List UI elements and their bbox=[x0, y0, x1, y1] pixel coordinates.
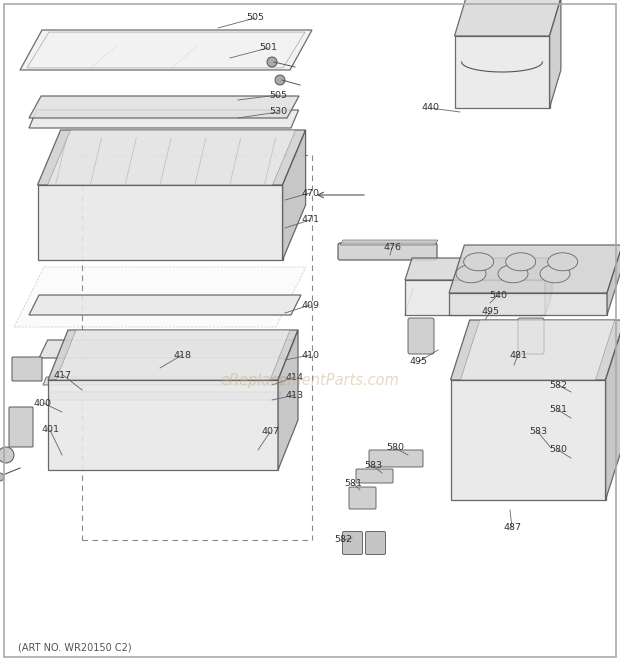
Polygon shape bbox=[454, 36, 549, 108]
Polygon shape bbox=[545, 258, 552, 315]
Polygon shape bbox=[607, 245, 620, 315]
Text: 583: 583 bbox=[529, 428, 547, 436]
FancyBboxPatch shape bbox=[342, 531, 363, 555]
Text: 582: 582 bbox=[334, 535, 352, 545]
Text: 471: 471 bbox=[301, 215, 319, 225]
Polygon shape bbox=[549, 0, 561, 108]
Text: 407: 407 bbox=[261, 428, 279, 436]
Circle shape bbox=[267, 57, 277, 67]
Polygon shape bbox=[39, 340, 296, 358]
FancyBboxPatch shape bbox=[338, 243, 437, 260]
Text: 476: 476 bbox=[383, 243, 401, 253]
FancyBboxPatch shape bbox=[408, 318, 434, 354]
Text: eReplacementParts.com: eReplacementParts.com bbox=[221, 373, 399, 387]
Text: 414: 414 bbox=[286, 373, 304, 381]
FancyBboxPatch shape bbox=[349, 487, 376, 509]
Ellipse shape bbox=[456, 265, 486, 283]
Polygon shape bbox=[606, 320, 620, 500]
Text: 418: 418 bbox=[173, 350, 191, 360]
Polygon shape bbox=[451, 380, 606, 500]
Text: 540: 540 bbox=[489, 290, 507, 299]
Text: 487: 487 bbox=[503, 524, 521, 533]
FancyBboxPatch shape bbox=[518, 318, 544, 354]
Ellipse shape bbox=[547, 253, 578, 271]
Text: 409: 409 bbox=[301, 301, 319, 309]
Ellipse shape bbox=[506, 253, 536, 271]
Text: 505: 505 bbox=[246, 13, 264, 22]
Text: 530: 530 bbox=[269, 108, 287, 116]
Text: 501: 501 bbox=[259, 44, 277, 52]
Text: 582: 582 bbox=[549, 381, 567, 389]
Text: 400: 400 bbox=[34, 399, 52, 407]
Circle shape bbox=[275, 75, 285, 85]
Text: 440: 440 bbox=[421, 104, 439, 112]
Polygon shape bbox=[449, 293, 607, 315]
Text: 401: 401 bbox=[41, 426, 59, 434]
FancyBboxPatch shape bbox=[369, 450, 423, 467]
Polygon shape bbox=[405, 258, 552, 280]
Polygon shape bbox=[283, 130, 306, 260]
Polygon shape bbox=[37, 130, 306, 185]
Polygon shape bbox=[278, 330, 298, 470]
Text: 413: 413 bbox=[286, 391, 304, 399]
Polygon shape bbox=[461, 320, 614, 380]
Polygon shape bbox=[56, 330, 290, 380]
Polygon shape bbox=[29, 295, 301, 315]
Ellipse shape bbox=[540, 265, 570, 283]
Polygon shape bbox=[48, 392, 281, 400]
Polygon shape bbox=[340, 240, 438, 245]
Text: 417: 417 bbox=[54, 371, 72, 379]
Polygon shape bbox=[48, 380, 278, 470]
Text: 495: 495 bbox=[481, 307, 499, 317]
Text: 581: 581 bbox=[549, 405, 567, 414]
FancyBboxPatch shape bbox=[356, 469, 393, 483]
Text: 495: 495 bbox=[409, 358, 427, 366]
Polygon shape bbox=[29, 110, 299, 128]
Text: 580: 580 bbox=[549, 446, 567, 455]
Polygon shape bbox=[20, 30, 312, 70]
Circle shape bbox=[0, 447, 14, 463]
Polygon shape bbox=[14, 267, 306, 327]
Text: 470: 470 bbox=[301, 188, 319, 198]
Ellipse shape bbox=[498, 265, 528, 283]
Polygon shape bbox=[48, 130, 296, 185]
Polygon shape bbox=[454, 0, 561, 36]
Text: 410: 410 bbox=[301, 350, 319, 360]
Polygon shape bbox=[48, 330, 298, 380]
Polygon shape bbox=[449, 245, 620, 293]
Text: 481: 481 bbox=[509, 350, 527, 360]
FancyBboxPatch shape bbox=[12, 357, 42, 381]
Text: 583: 583 bbox=[364, 461, 382, 471]
Polygon shape bbox=[37, 185, 283, 260]
Text: (ART NO. WR20150 C2): (ART NO. WR20150 C2) bbox=[18, 643, 131, 653]
Circle shape bbox=[0, 473, 4, 481]
Polygon shape bbox=[29, 96, 299, 118]
Text: 580: 580 bbox=[386, 444, 404, 453]
Polygon shape bbox=[405, 280, 545, 315]
Ellipse shape bbox=[464, 253, 494, 271]
FancyBboxPatch shape bbox=[366, 531, 386, 555]
Text: 581: 581 bbox=[344, 479, 362, 488]
FancyBboxPatch shape bbox=[9, 407, 33, 447]
Text: 505: 505 bbox=[269, 91, 287, 100]
Polygon shape bbox=[43, 377, 286, 385]
Polygon shape bbox=[451, 320, 620, 380]
